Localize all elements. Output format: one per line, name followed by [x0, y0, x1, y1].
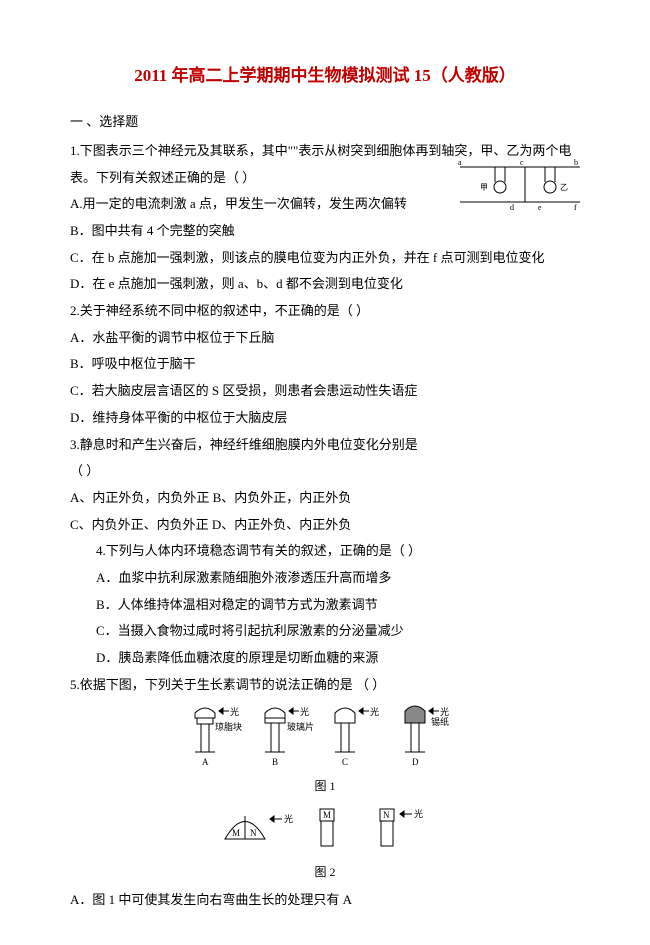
q4-option-b: B．人体维持体温相对稳定的调节方式为激素调节 — [70, 593, 580, 618]
fig1-label-b: B — [272, 757, 278, 767]
figure-2-caption: 图 2 — [70, 861, 580, 884]
fig1-boli: 玻璃片 — [287, 721, 314, 732]
label-jia: 甲 — [480, 183, 488, 192]
q2-option-b: B．呼吸中枢位于脑干 — [70, 352, 580, 377]
fig1-label-d: D — [412, 757, 419, 767]
q4-option-a: A．血浆中抗利尿激素随细胞外液渗透压升高而增多 — [70, 566, 580, 591]
q3-options-ab: A、内正外负，内负外正 B、内负外正，内正外负 — [70, 486, 580, 511]
circuit-diagram: a b c d e f 甲 乙 — [450, 157, 590, 212]
page-title: 2011 年高二上学期期中生物模拟测试 15（人教版） — [70, 60, 580, 92]
q4-option-c: C．当摄入食物过咸时将引起抗利尿激素的分泌量减少 — [70, 619, 580, 644]
q2-option-c: C．若大脑皮层言语区的 S 区受损，则患者会患运动性失语症 — [70, 379, 580, 404]
q5-option-a: A．图 1 中可使其发生向右弯曲生长的处理只有 A — [70, 888, 580, 913]
fig1-qiong: 琼脂块 — [215, 721, 242, 732]
q4-option-d: D．胰岛素降低血糖浓度的原理是切断血糖的来源 — [70, 646, 580, 671]
label-e: e — [538, 203, 542, 212]
label-a: a — [458, 158, 462, 167]
q1-option-c: C．在 b 点施加一强刺激，则该点的膜电位变为内正外负，并在 f 点可测到电位变… — [70, 246, 580, 271]
label-b: b — [574, 158, 578, 167]
fig2-n1: N — [250, 828, 257, 838]
fig1-label-a: A — [202, 757, 209, 767]
figure-1-caption: 图 1 — [70, 775, 580, 798]
q3-stem: 3.静息时和产生兴奋后，神经纤维细胞膜内外电位变化分别是 — [70, 433, 580, 458]
fig1-light-c: 光 — [370, 706, 379, 717]
figure-1: 光 光 光 光 琼脂块 玻璃片 锡纸 A B C D — [70, 703, 580, 773]
fig2-m1: M — [232, 828, 240, 838]
fig1-xizhi: 锡纸 — [431, 716, 449, 727]
label-c: c — [520, 158, 524, 167]
label-f: f — [574, 203, 577, 212]
fig2-light2: 光 — [414, 808, 423, 819]
fig2-light1: 光 — [284, 813, 293, 824]
section-heading: 一 、选择题 — [70, 110, 580, 135]
q3-options-cd: C、内负外正、内负外正 D、内正外负、内正外负 — [70, 513, 580, 538]
q2-option-d: D．维持身体平衡的中枢位于大脑皮层 — [70, 406, 580, 431]
label-yi: 乙 — [560, 183, 568, 192]
q1-option-b: B．图中共有 4 个完整的突触 — [70, 219, 580, 244]
question-1: 1.下图表示三个神经元及其联系，其中""表示从树突到细胞体再到轴突，甲、乙为两个… — [70, 139, 580, 297]
label-d: d — [510, 203, 514, 212]
q1-option-d: D．在 e 点施加一强刺激，则 a、b、d 都不会测到电位变化 — [70, 272, 580, 297]
fig2-m2: M — [323, 810, 331, 820]
q3-paren: （ ） — [70, 459, 580, 484]
q2-option-a: A．水盐平衡的调节中枢位于下丘脑 — [70, 326, 580, 351]
fig2-n2: N — [383, 810, 390, 820]
q5-stem: 5.依据下图，下列关于生长素调节的说法正确的是 （ ） — [70, 673, 580, 698]
fig1-light-d: 光 — [440, 706, 449, 717]
fig1-light-a: 光 — [230, 706, 239, 717]
figure-2: M N 光 M N 光 — [70, 804, 580, 859]
q2-stem: 2.关于神经系统不同中枢的叙述中，不正确的是（ ） — [70, 299, 580, 324]
fig1-label-c: C — [342, 757, 348, 767]
q4-stem: 4.下列与人体内环境稳态调节有关的叙述，正确的是（ ） — [70, 539, 580, 564]
fig1-light-b: 光 — [300, 706, 309, 717]
